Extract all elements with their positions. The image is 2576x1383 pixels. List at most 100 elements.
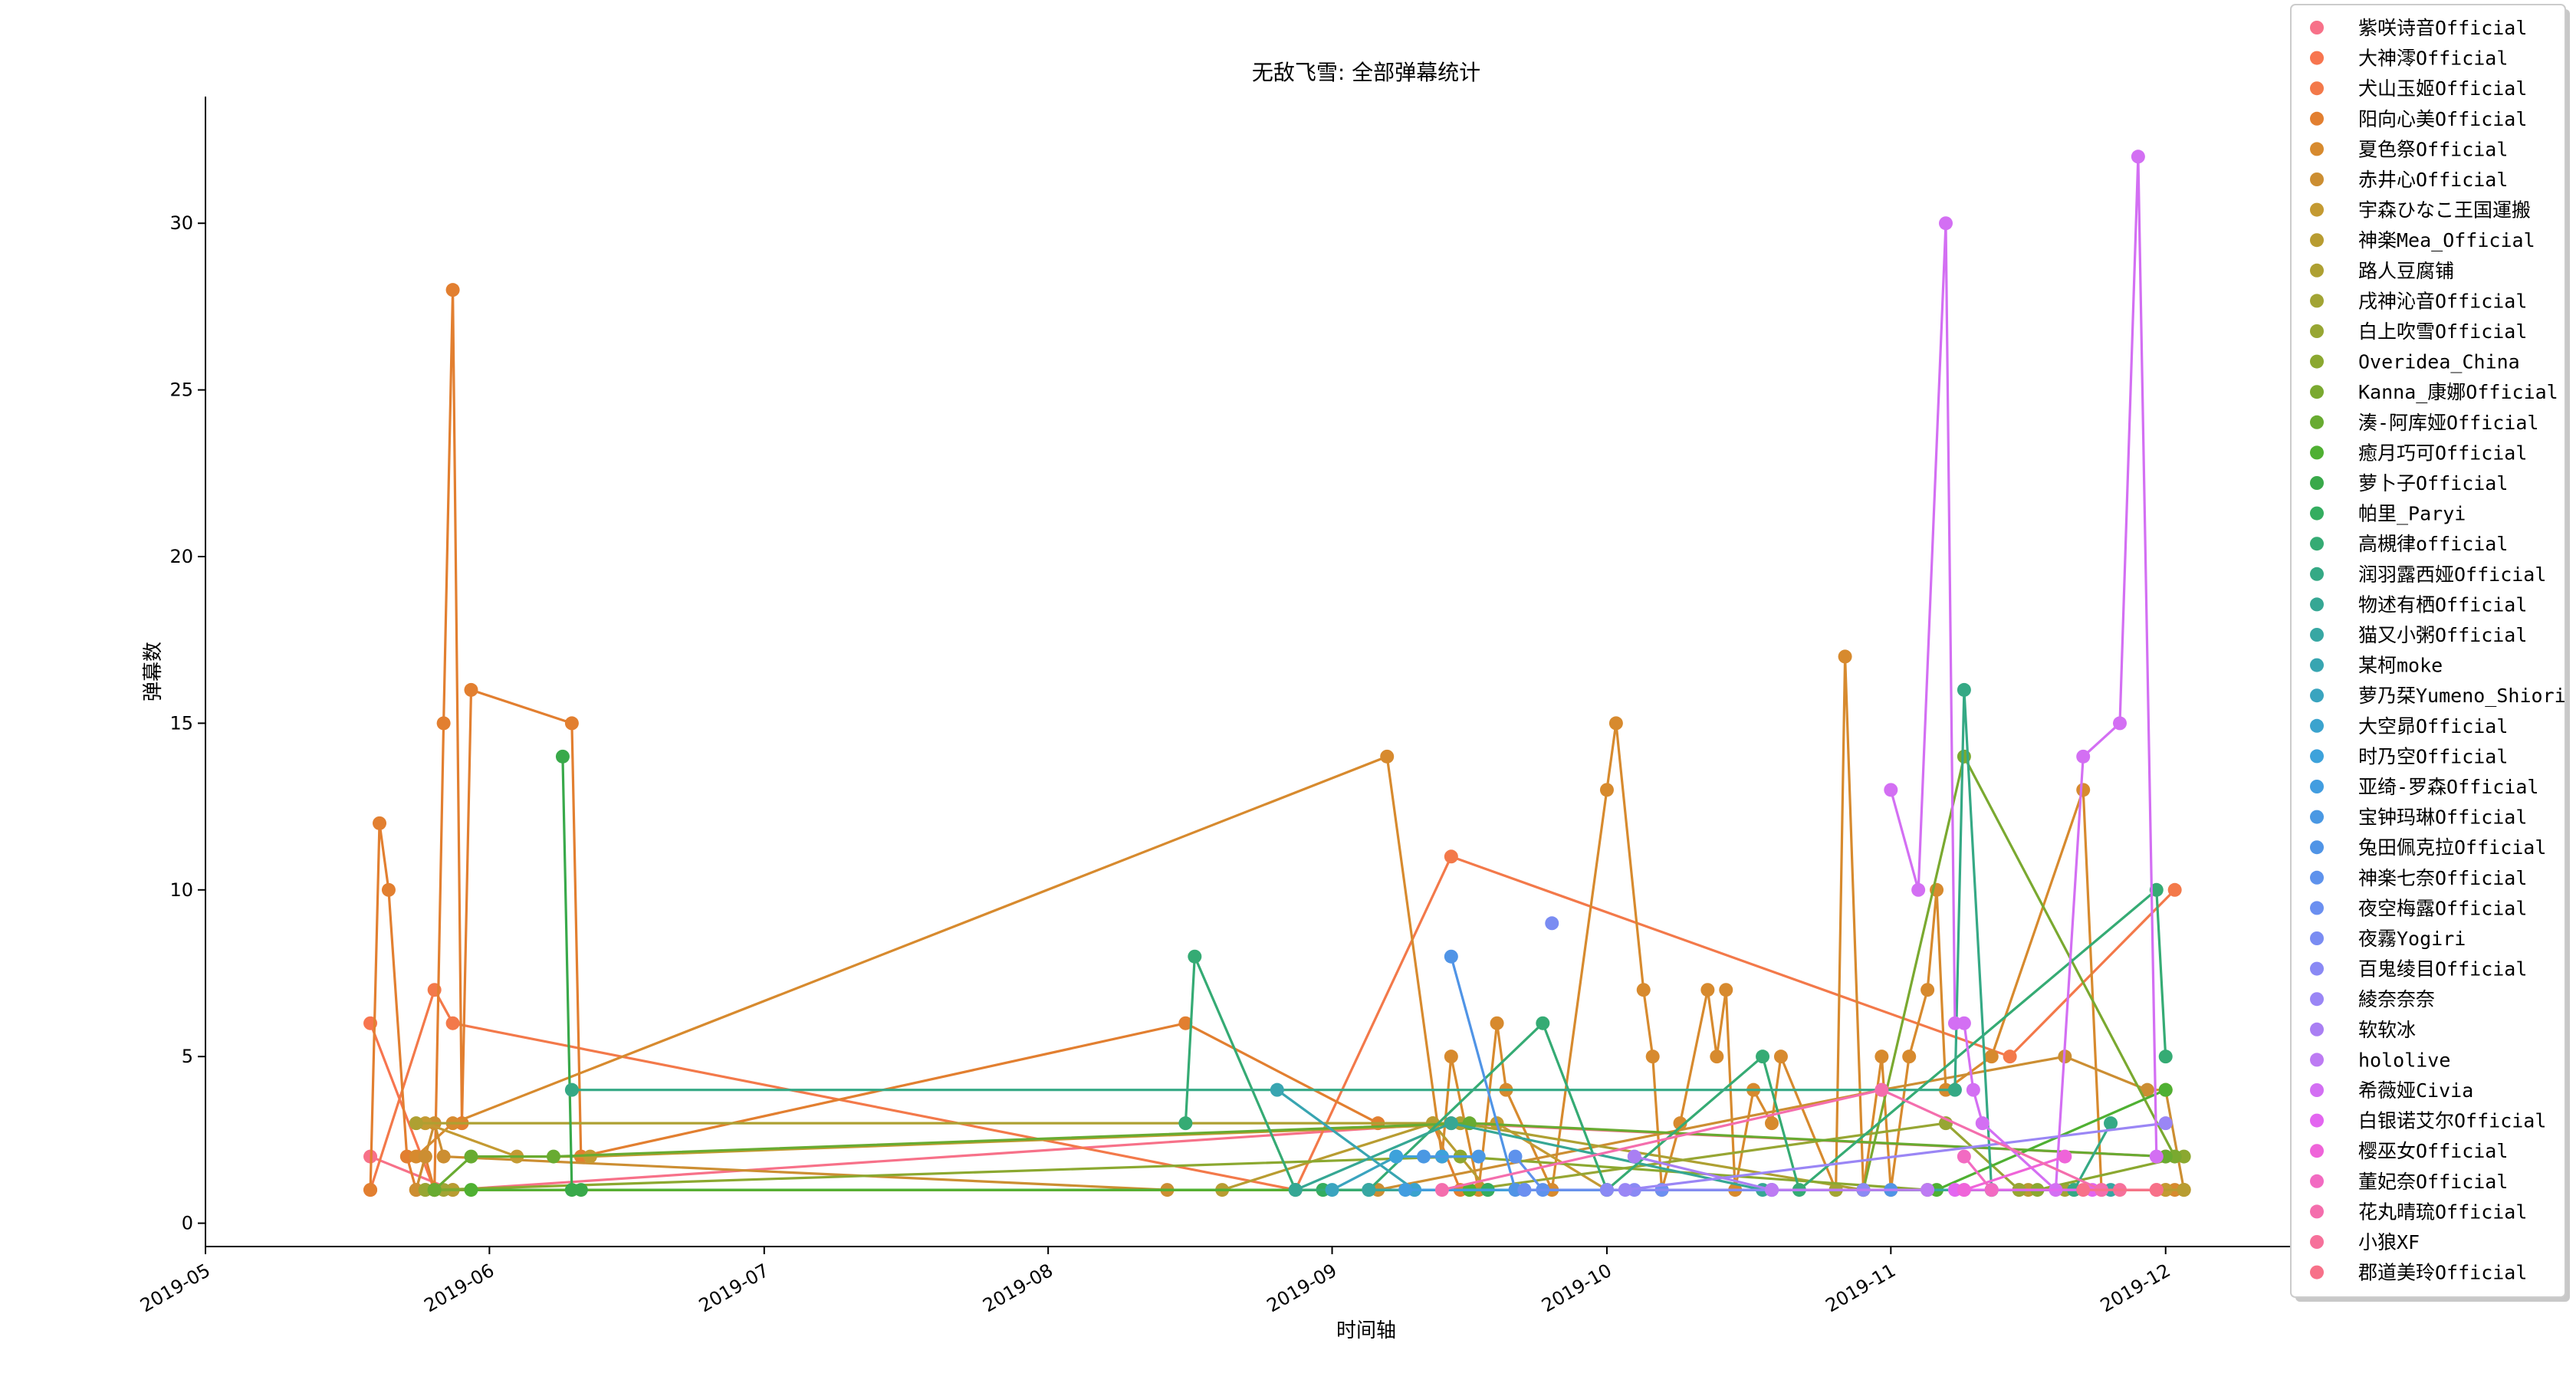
y-tick-label: 25 bbox=[169, 379, 193, 401]
legend-label: hololive bbox=[2358, 1049, 2450, 1071]
legend-label: 阳向心美Official bbox=[2358, 108, 2527, 130]
data-point bbox=[2076, 749, 2091, 764]
legend-label: 夏色祭Official bbox=[2358, 138, 2508, 160]
data-point bbox=[1719, 983, 1733, 997]
data-point bbox=[1939, 216, 1953, 231]
data-point bbox=[1884, 783, 1898, 797]
legend-marker bbox=[2310, 324, 2324, 338]
legend-marker bbox=[2310, 81, 2324, 96]
data-point bbox=[1508, 1149, 1523, 1164]
series-18 bbox=[564, 682, 2118, 1197]
legend-marker bbox=[2310, 1113, 2324, 1128]
legend-label: 綾奈奈奈 bbox=[2358, 988, 2435, 1010]
legend-label: 亚绮-罗森Official bbox=[2358, 776, 2538, 798]
legend-marker bbox=[2310, 870, 2324, 885]
data-point bbox=[1490, 1016, 1504, 1030]
data-point bbox=[427, 1183, 442, 1197]
legend-marker bbox=[2310, 597, 2324, 612]
legend-marker bbox=[2310, 718, 2324, 733]
legend-label: 夜空梅露Official bbox=[2358, 897, 2527, 919]
data-point bbox=[1957, 682, 1971, 697]
legend-label: 癒月巧可Official bbox=[2358, 442, 2527, 464]
legend-marker bbox=[2310, 1174, 2324, 1188]
data-point bbox=[436, 716, 451, 731]
data-point bbox=[2149, 1149, 2164, 1164]
data-point bbox=[1178, 1016, 1193, 1030]
series-line bbox=[1184, 887, 2167, 1192]
legend-marker bbox=[2310, 1053, 2324, 1067]
x-tick-label: 2019-09 bbox=[1263, 1260, 1341, 1316]
data-point bbox=[1756, 1050, 1770, 1064]
y-tick-label: 15 bbox=[169, 712, 193, 734]
legend-marker bbox=[2310, 111, 2324, 126]
data-point bbox=[2104, 1116, 2118, 1131]
data-point bbox=[1710, 1050, 1724, 1064]
x-ticks: 2019-05 2019-06 2019-07 2019-08 2019-09 2019-… bbox=[136, 1247, 2174, 1316]
data-point bbox=[1636, 983, 1651, 997]
legend-label: 萝卜子Official bbox=[2358, 472, 2508, 494]
data-point bbox=[1608, 716, 1623, 731]
data-point bbox=[1911, 882, 1926, 897]
data-point bbox=[2149, 1183, 2164, 1197]
legend-label: 宇森ひなこ王国運搬 bbox=[2358, 199, 2531, 222]
x-axis-label: 时间轴 bbox=[1336, 1319, 1396, 1342]
data-point bbox=[1380, 749, 1395, 764]
y-tick-label: 30 bbox=[169, 212, 193, 234]
legend-label: 花丸晴琉Official bbox=[2358, 1201, 2527, 1223]
data-point bbox=[2076, 1183, 2091, 1197]
series-line bbox=[1963, 1155, 2065, 1191]
legend-label: 宝钟玛琳Official bbox=[2358, 806, 2527, 829]
legend-marker bbox=[2310, 1235, 2324, 1249]
plot-area bbox=[363, 149, 2191, 1197]
data-point bbox=[2076, 783, 2091, 797]
legend-marker bbox=[2310, 628, 2324, 642]
data-point bbox=[2149, 882, 2164, 897]
legend-label: 夜霧Yogiri bbox=[2358, 928, 2466, 950]
data-point bbox=[1765, 1183, 1779, 1197]
data-point bbox=[464, 1149, 478, 1164]
legend-label: 赤井心Official bbox=[2358, 169, 2508, 191]
y-axis-label: 弹幕数 bbox=[142, 642, 165, 701]
legend-label: 路人豆腐铺 bbox=[2358, 260, 2454, 282]
data-point bbox=[2131, 149, 2145, 164]
series-line bbox=[1963, 1155, 1993, 1191]
legend-label: 郡道美玲Official bbox=[2358, 1262, 2527, 1284]
legend-label: 萝乃栞Yumeno_Shiori bbox=[2358, 685, 2566, 707]
data-point bbox=[1288, 1183, 1303, 1197]
legend-marker bbox=[2310, 992, 2324, 1007]
data-point bbox=[1773, 1050, 1788, 1064]
data-point bbox=[464, 1183, 478, 1197]
x-tick-label: 2019-06 bbox=[421, 1260, 498, 1316]
legend-marker bbox=[2310, 476, 2324, 490]
data-point bbox=[2177, 1183, 2191, 1197]
legend-label: 戌神沁音Official bbox=[2358, 290, 2527, 312]
data-point bbox=[1536, 1016, 1550, 1030]
data-point bbox=[583, 1149, 597, 1164]
legend-marker bbox=[2310, 142, 2324, 156]
series-39 bbox=[1434, 1082, 2109, 1197]
chart-title: 无敌飞雪: 全部弹幕统计 bbox=[1252, 60, 1480, 85]
legend-label: 软软冰 bbox=[2358, 1019, 2416, 1041]
series-3 bbox=[363, 283, 1467, 1197]
legend-label: 大空昴Official bbox=[2358, 715, 2508, 737]
data-point bbox=[1966, 1082, 1980, 1097]
y-ticks: 0 5 10 15 20 25 30 bbox=[169, 212, 205, 1234]
data-point bbox=[573, 1183, 588, 1197]
data-point bbox=[1875, 1082, 1889, 1097]
data-point bbox=[1545, 916, 1559, 931]
data-point bbox=[1444, 949, 1458, 964]
legend-label: 高槻律official bbox=[2358, 533, 2508, 555]
series-28 bbox=[1508, 1149, 1550, 1197]
data-point bbox=[1188, 949, 1202, 964]
data-point bbox=[2158, 1082, 2173, 1097]
legend-marker bbox=[2310, 202, 2324, 217]
legend-marker bbox=[2310, 780, 2324, 793]
legend-marker bbox=[2310, 1083, 2324, 1097]
data-point bbox=[547, 1149, 560, 1164]
legend-label: 董妃奈Official bbox=[2358, 1171, 2508, 1193]
series-8 bbox=[409, 1116, 2082, 1197]
data-point bbox=[1362, 1183, 1376, 1197]
data-point bbox=[564, 1082, 579, 1097]
series-30 bbox=[1545, 916, 1559, 931]
legend-label: Kanna_康娜Official bbox=[2358, 381, 2558, 403]
